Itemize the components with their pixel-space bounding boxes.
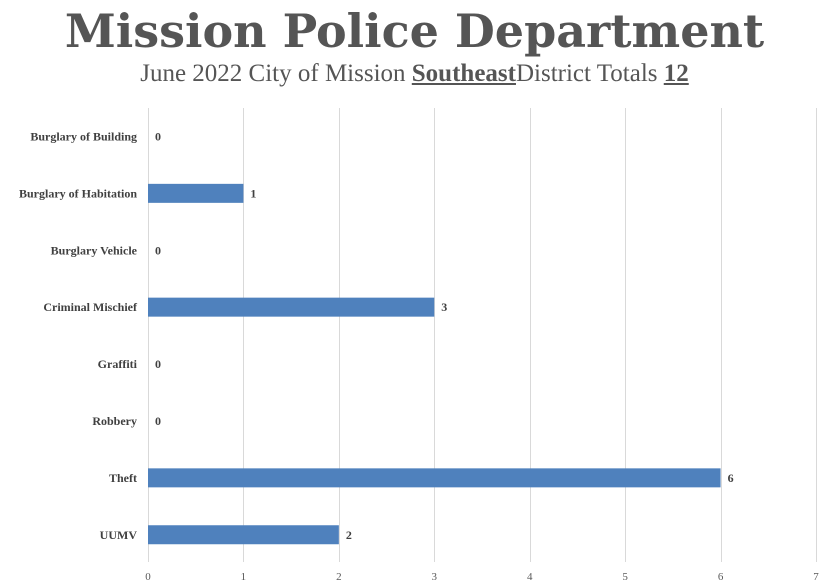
value-label: 0 — [155, 357, 161, 371]
x-tick-label: 1 — [241, 571, 247, 583]
x-tick-labels: 0 1 2 3 4 5 6 7 — [145, 571, 819, 583]
category-label: Burglary Vehicle — [51, 243, 138, 257]
bar — [148, 297, 435, 317]
category-label: Graffiti — [98, 357, 138, 371]
x-tick-label: 2 — [336, 571, 342, 583]
subtitle-prefix: June 2022 City of Mission — [140, 60, 406, 87]
x-tick-label: 6 — [718, 571, 724, 583]
value-label: 0 — [155, 129, 161, 143]
value-label: 1 — [250, 186, 256, 200]
value-label: 0 — [155, 414, 161, 428]
district-name: Southeast — [411, 60, 516, 87]
bar — [148, 468, 721, 488]
page-subtitle: June 2022 City of Mission SoutheastDistr… — [0, 60, 829, 88]
x-tick-label: 3 — [432, 571, 438, 583]
category-label: Criminal Mischief — [43, 300, 138, 314]
x-tick-label: 7 — [813, 571, 819, 583]
gridlines — [148, 108, 817, 562]
subtitle-middle: District Totals — [515, 60, 658, 87]
category-label: Robbery — [92, 414, 137, 428]
category-label: Burglary of Habitation — [19, 186, 137, 200]
category-labels: Burglary of Building Burglary of Habitati… — [19, 129, 138, 541]
bars — [148, 183, 721, 545]
x-tick-label: 4 — [527, 571, 533, 583]
category-label: UUMV — [100, 528, 138, 542]
value-labels: 0 1 0 3 0 0 6 2 — [155, 129, 734, 541]
category-label: Theft — [109, 471, 137, 485]
bar — [148, 525, 339, 545]
value-label: 2 — [346, 528, 352, 542]
x-tick-label: 0 — [145, 571, 151, 583]
page-title: Mission Police Department — [64, 4, 765, 58]
value-label: 6 — [728, 471, 734, 485]
x-tick-label: 5 — [622, 571, 628, 583]
value-label: 0 — [155, 243, 161, 257]
district-total: 12 — [663, 60, 689, 87]
value-label: 3 — [441, 300, 447, 314]
bar — [148, 183, 244, 203]
category-label: Burglary of Building — [30, 129, 137, 143]
